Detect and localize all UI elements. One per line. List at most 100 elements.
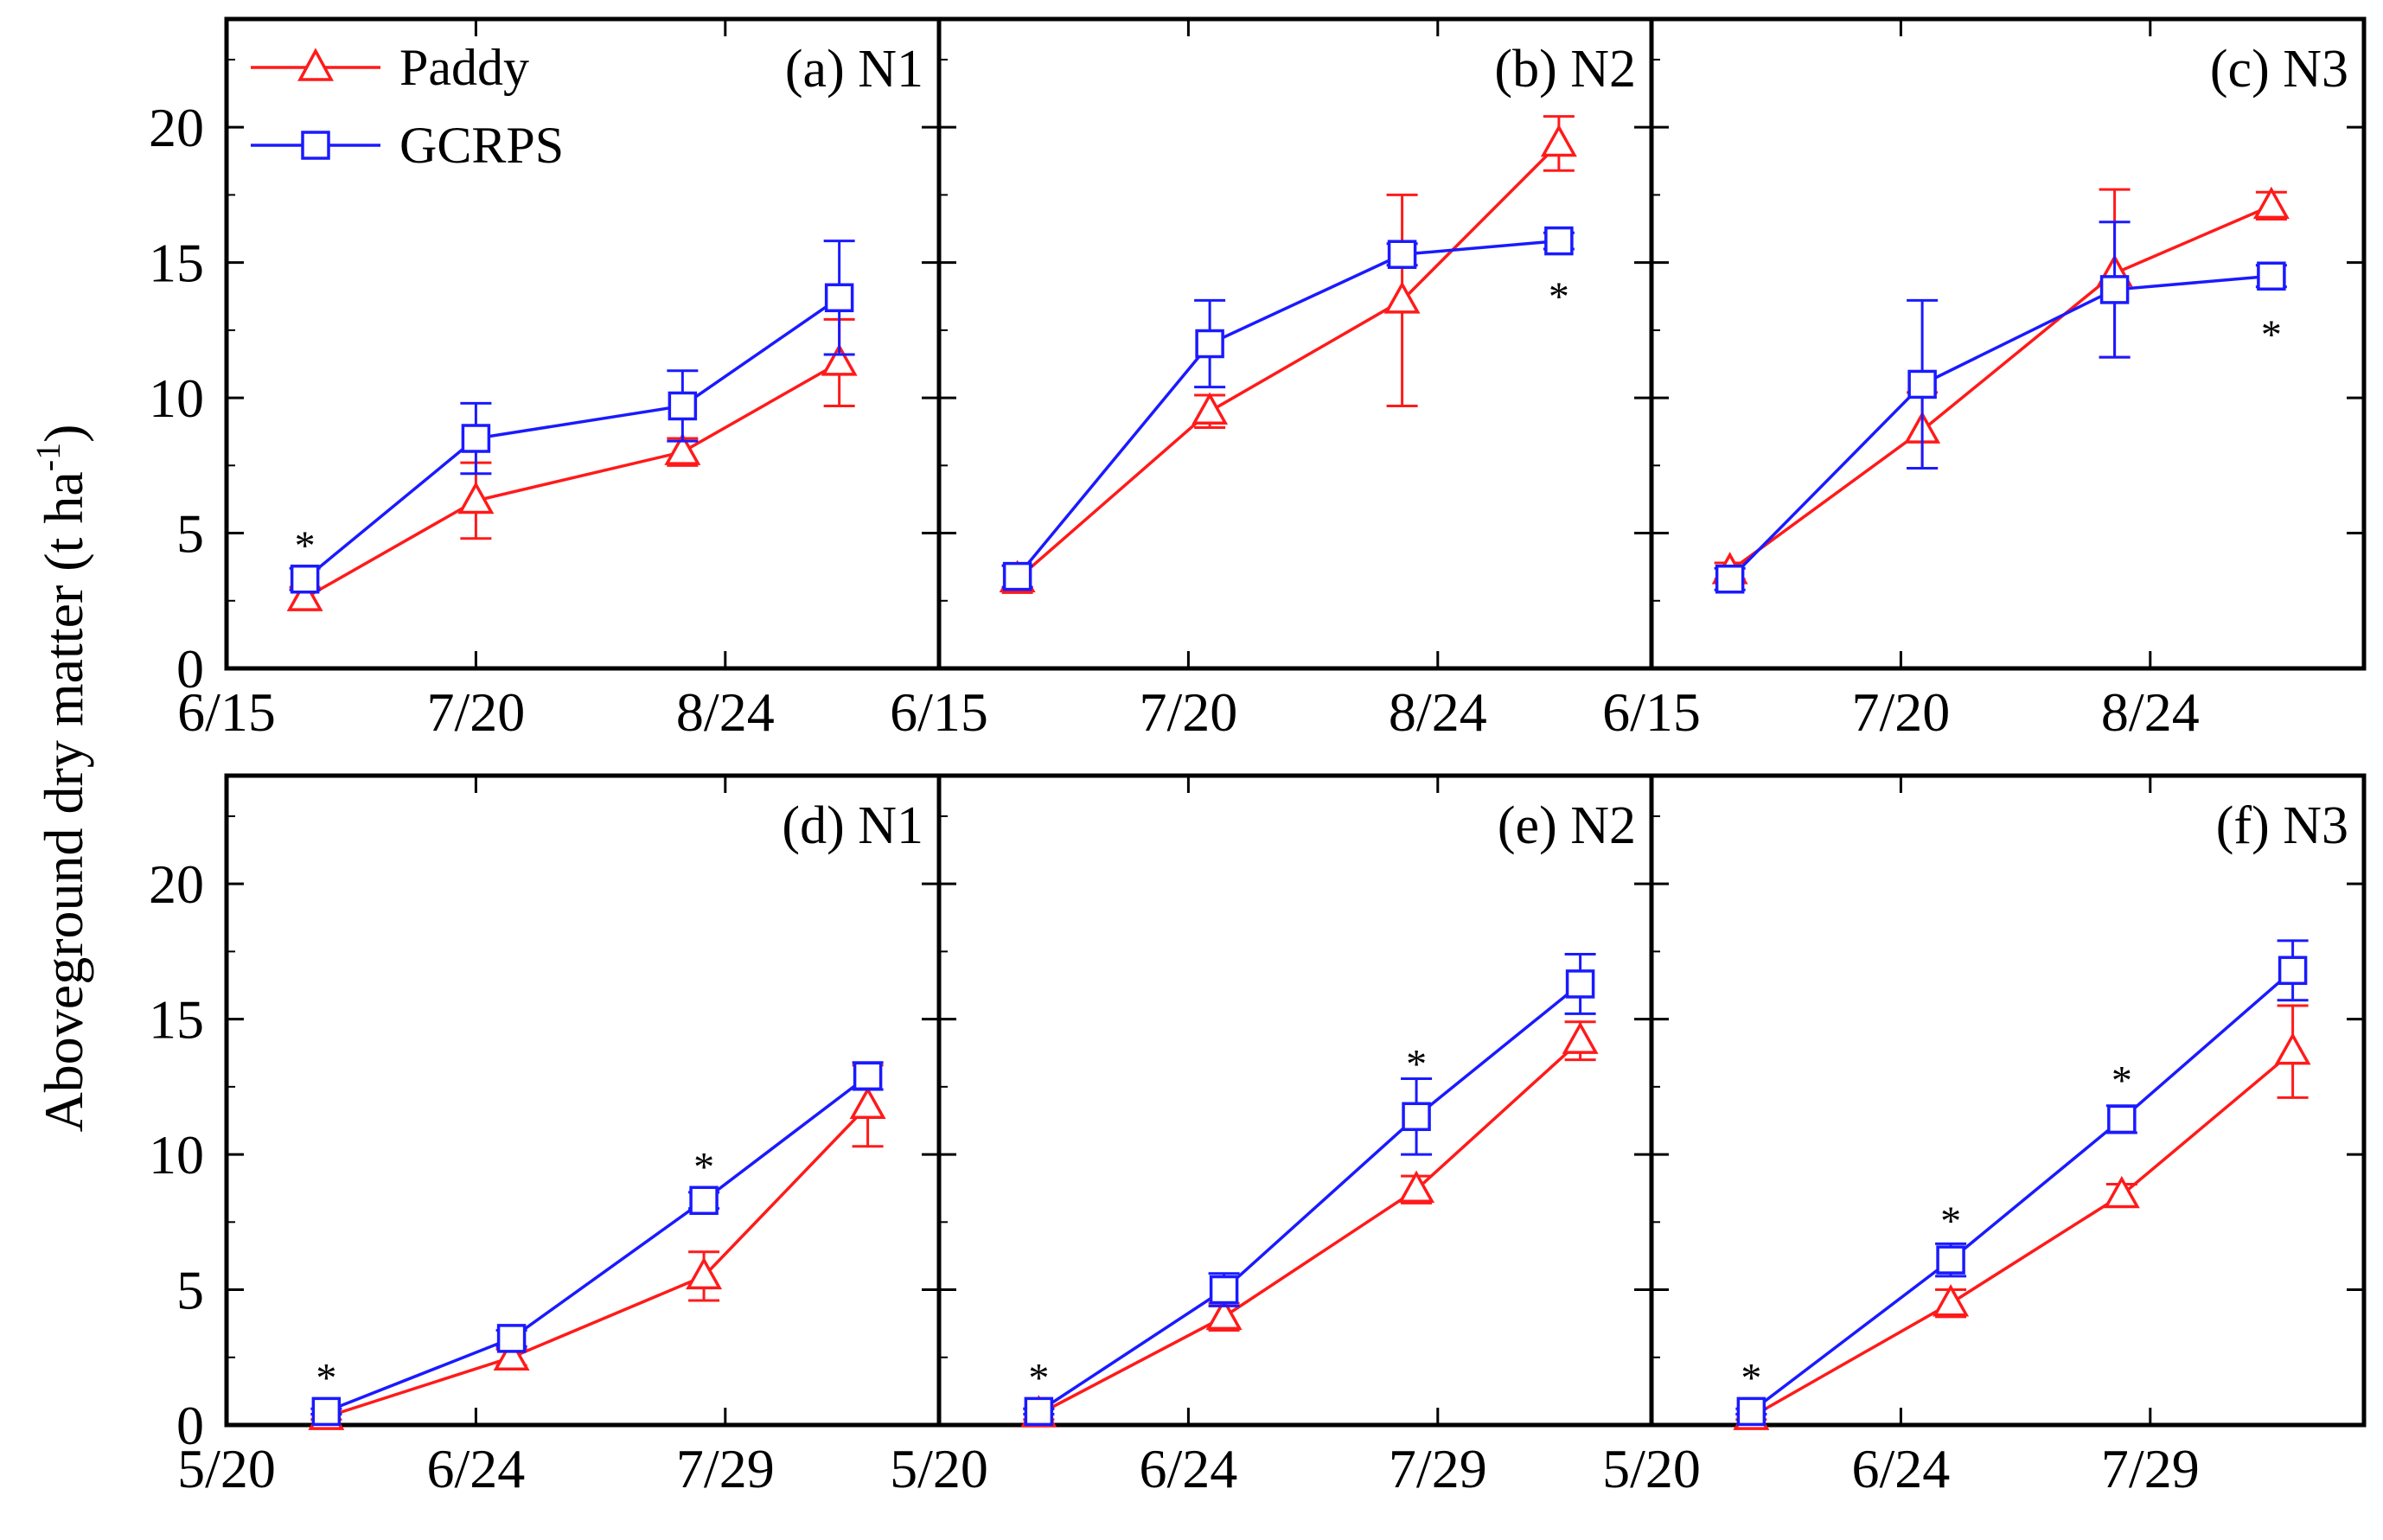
legend-square-marker [301, 131, 330, 160]
data-point [1543, 226, 1575, 256]
series-paddy [1711, 186, 2290, 585]
x-tick-label: 5/20 [177, 1438, 276, 1499]
data-point [1935, 1242, 1967, 1278]
data-point [852, 1061, 884, 1091]
triangle-marker [1933, 1284, 1970, 1317]
data-point [1398, 1170, 1435, 1205]
data-point [667, 369, 699, 443]
series-paddy [999, 115, 1577, 594]
data-point [2274, 1004, 2311, 1099]
y-tick-label: 10 [149, 367, 204, 429]
plot-frame [936, 773, 1654, 1428]
significance-star: * [316, 1356, 336, 1402]
legend-label: GCRPS [399, 117, 564, 174]
square-marker [1402, 1102, 1431, 1132]
x-tick-label: 7/29 [1389, 1438, 1487, 1499]
x-tick-label: 7/29 [2101, 1438, 2200, 1499]
x-tick-label: 8/24 [1389, 681, 1487, 743]
square-marker [1936, 1245, 1965, 1275]
series-paddy [308, 1064, 886, 1430]
data-point [1714, 564, 1746, 594]
x-tick-label: 7/20 [1852, 681, 1951, 743]
data-point [664, 432, 701, 467]
x-tick-label: 6/24 [1852, 1438, 1951, 1499]
triangle-marker [2252, 186, 2290, 220]
series-line [325, 1074, 869, 1413]
data-point [2099, 220, 2131, 359]
data-point [460, 401, 492, 476]
triangle-marker [821, 343, 858, 376]
panel-label: (a) N1 [785, 40, 923, 99]
series-gcrps [310, 1061, 884, 1427]
series-paddy [1733, 1004, 2311, 1430]
plot-frame [1649, 16, 2367, 671]
y-tick-label: 15 [149, 233, 204, 294]
plot-frame [224, 16, 942, 671]
panel-3: 6/15 7/20 8/24 (c) N3 * [1602, 16, 2367, 743]
square-marker [1565, 969, 1595, 999]
data-point [1933, 1284, 1970, 1319]
series-line [303, 296, 840, 581]
triangle-marker [1383, 281, 1421, 314]
data-point [1001, 561, 1033, 591]
data-point [1383, 193, 1421, 407]
x-tick-label: 6/15 [1602, 681, 1701, 743]
y-tick-label: 15 [149, 989, 204, 1051]
data-point [1735, 1396, 1767, 1427]
series-paddy [286, 317, 858, 611]
series-line [325, 1104, 869, 1419]
square-marker [1002, 561, 1032, 591]
y-tick-label: 10 [149, 1124, 204, 1185]
legend-triangle-marker [297, 48, 334, 81]
x-tick-label: 5/20 [890, 1438, 988, 1499]
y-axis-title: Aboveground dry matter (t ha-1) [29, 425, 94, 1133]
data-point [688, 1185, 720, 1216]
panel-6: 5/20 6/24 7/29 (f) N3 * * * [1602, 773, 2367, 1499]
series-line [1038, 982, 1581, 1413]
significance-star: * [1028, 1356, 1049, 1402]
triangle-marker [1205, 1297, 1243, 1331]
square-marker [461, 424, 491, 453]
square-marker [290, 564, 320, 594]
x-tick-label: 7/20 [427, 681, 526, 743]
data-point [686, 1250, 723, 1302]
x-tick-label: 6/24 [1140, 1438, 1238, 1499]
triangle-marker [664, 432, 701, 465]
triangle-marker [493, 1338, 530, 1371]
y-tick-label: 20 [149, 97, 204, 158]
data-point [457, 461, 495, 540]
plot-frame [1649, 773, 2367, 1428]
data-point [2255, 261, 2287, 291]
data-point [823, 240, 855, 356]
panel-label: (d) N1 [782, 796, 923, 855]
panel-2: 6/15 7/20 8/24 (b) N2 * [890, 16, 1654, 743]
significance-star: * [693, 1145, 714, 1191]
series-gcrps [1714, 220, 2287, 594]
triangle-marker [686, 1256, 723, 1290]
triangle-marker [849, 1086, 886, 1120]
data-point [289, 564, 321, 594]
triangle-marker [2274, 1032, 2311, 1065]
panel-label: (f) N3 [2216, 796, 2348, 855]
series-gcrps [1735, 939, 2309, 1427]
triangle-marker [1540, 124, 1577, 157]
triangle-marker [286, 578, 323, 611]
y-tick-label: 5 [176, 503, 204, 565]
series-line [1728, 204, 2272, 572]
x-tick-label: 6/15 [890, 681, 988, 743]
data-point [1907, 298, 1939, 470]
square-marker [1195, 329, 1224, 359]
square-marker [2099, 275, 2130, 304]
square-marker [1736, 1396, 1766, 1427]
square-marker [853, 1061, 883, 1091]
data-point [2277, 939, 2309, 1002]
square-marker [689, 1185, 719, 1216]
significance-star: * [2111, 1058, 2132, 1103]
series-line [1038, 1039, 1581, 1416]
square-marker [1907, 369, 1937, 399]
y-tick-label: 5 [176, 1260, 204, 1321]
data-point [2103, 1175, 2140, 1209]
significance-star: * [1406, 1042, 1427, 1088]
legend-entry-paddy: Paddy [251, 39, 529, 96]
